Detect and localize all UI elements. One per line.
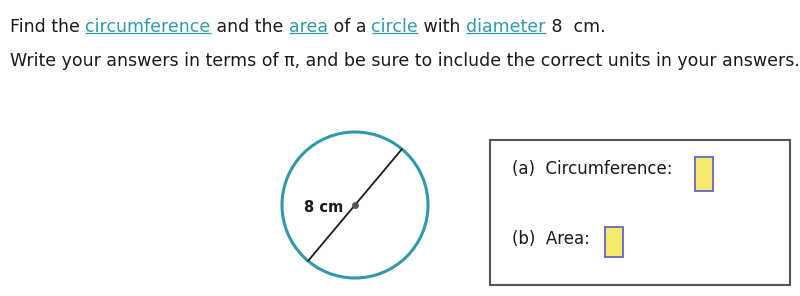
Text: with: with [418,18,466,36]
Text: and the: and the [210,18,289,36]
Text: Find the: Find the [10,18,86,36]
Text: Write your answers in terms of π, and be sure to include the correct units in yo: Write your answers in terms of π, and be… [10,52,800,70]
Text: (a)  Circumference:: (a) Circumference: [512,160,673,178]
Bar [605,227,623,257]
Bar [695,157,713,191]
Text: diameter: diameter [466,18,546,36]
Text: 8  cm.: 8 cm. [546,18,605,36]
Text: area: area [289,18,327,36]
Text: 8 cm: 8 cm [304,200,343,215]
Text: circle: circle [371,18,418,36]
Text: circumference: circumference [86,18,210,36]
Bar [490,140,790,285]
Text: (b)  Area:: (b) Area: [512,230,590,248]
Text: of a: of a [327,18,371,36]
